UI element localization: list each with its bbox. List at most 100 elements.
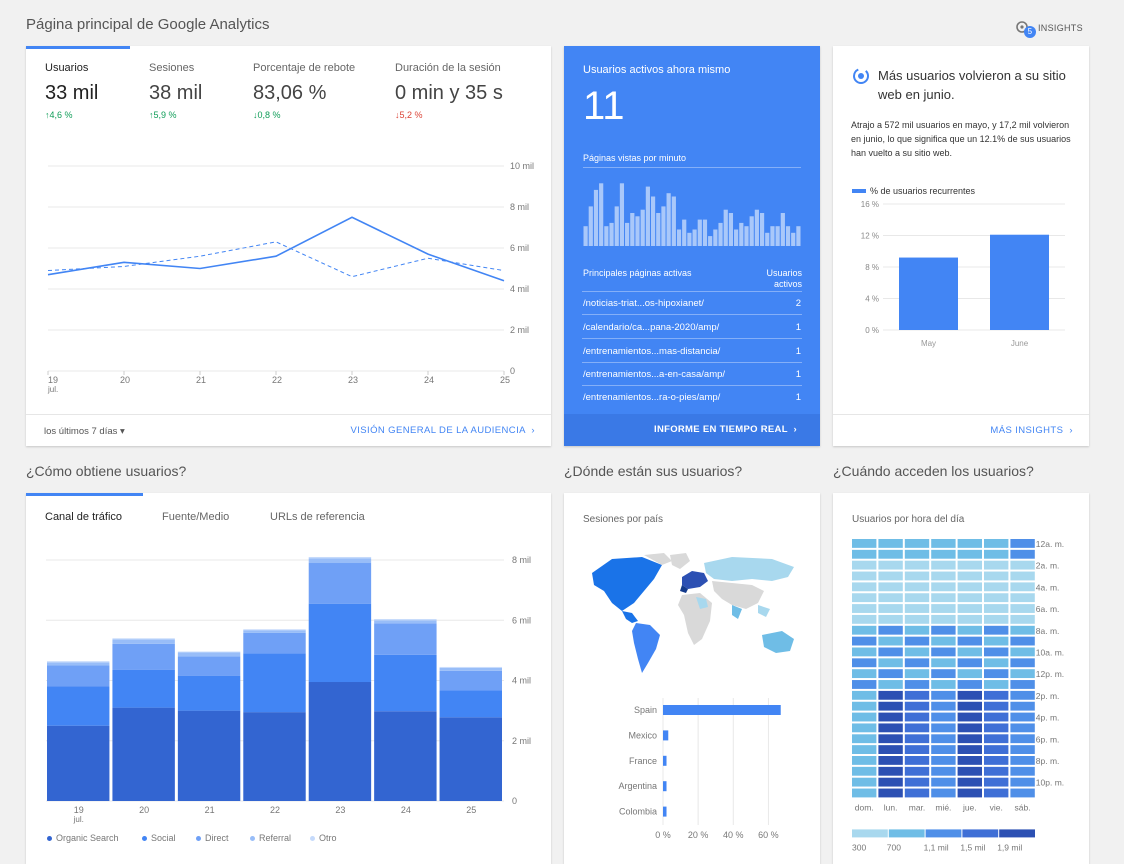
heatmap-cell [1010, 593, 1035, 603]
time-section-title: ¿Cuándo acceden los usuarios? [833, 463, 1034, 479]
heatmap-cell [1010, 647, 1035, 657]
heatmap-cell [1010, 701, 1035, 711]
x-tick-label: 20 % [688, 830, 709, 840]
insight-card: Más usuarios volvieron a su sitio web en… [833, 46, 1089, 446]
stacked-bar-segment [243, 629, 306, 631]
heatmap-cell [878, 658, 903, 668]
metric-bounce-rate[interactable]: Porcentaje de rebote 83,06 % ↓0,8 % [253, 62, 356, 120]
heatmap-cell [984, 701, 1009, 711]
metric-users[interactable]: Usuarios 33 mil ↑4,6 % [45, 62, 99, 120]
legend-social[interactable]: Social [142, 833, 176, 843]
heatmap-cell [852, 539, 877, 548]
realtime-report-link[interactable]: INFORME EN TIEMPO REAL › [654, 424, 797, 435]
pageview-bar [625, 222, 630, 246]
pageview-bar [671, 196, 676, 246]
more-insights-link[interactable]: MÁS INSIGHTS › [990, 425, 1073, 436]
stacked-bar-segment [47, 661, 110, 663]
heatmap-cell [957, 723, 982, 733]
heatmap-cell [852, 549, 877, 559]
y-tick-label: 4 mil [510, 284, 529, 294]
heatmap-cell [931, 539, 956, 548]
country-bar [663, 730, 669, 741]
pageview-bar [796, 226, 801, 246]
stacked-bar-segment [439, 670, 502, 691]
active-users-header: Usuarios activos [766, 268, 802, 289]
active-page-row[interactable]: /entrenamientos...ra-o-pies/amp/1 [583, 392, 801, 403]
heatmap-cell [984, 614, 1009, 624]
stacked-bar-segment [308, 603, 372, 683]
heatmap-cell [1010, 712, 1035, 722]
stacked-bar-segment [47, 686, 110, 726]
heatmap-cell [931, 701, 956, 711]
active-page-row[interactable]: /noticias-triat...os-hipoxianet/2 [582, 292, 802, 315]
heatmap-cell [852, 614, 877, 624]
heatmap-cell [1010, 766, 1035, 776]
heatmap-cell [904, 734, 930, 744]
realtime-title: Usuarios activos ahora mismo [583, 64, 731, 76]
stacked-bar-segment [308, 558, 372, 564]
hour-label: 10p. m. [1036, 778, 1064, 788]
heatmap-cell [904, 669, 930, 679]
insights-button[interactable]: 5 INSIGHTS [1014, 18, 1083, 38]
heatmap-cell [957, 680, 982, 689]
legend-other[interactable]: Otro [310, 833, 337, 843]
world-map[interactable] [582, 551, 804, 676]
heatmap-cell [904, 658, 930, 668]
stacked-bar-segment [243, 630, 306, 633]
heatmap-cell [852, 593, 877, 603]
pageview-bar [609, 222, 614, 246]
pageview-bar [676, 229, 682, 246]
pageview-bar [702, 219, 708, 246]
heatmap-cell [852, 734, 877, 744]
heatmap-cell [931, 734, 956, 744]
heatmap-cell [984, 636, 1009, 646]
pageview-bar [682, 219, 687, 246]
bar [990, 234, 1049, 330]
heatmap-cell [1010, 614, 1035, 624]
active-page-row[interactable]: /calendario/ca...pana-2020/amp/1 [582, 316, 802, 339]
x-tick-label: jul. [47, 385, 58, 394]
metric-sessions[interactable]: Sesiones 38 mil ↑5,9 % [149, 62, 203, 120]
heatmap-cell [931, 560, 956, 570]
active-metric-indicator [26, 46, 130, 49]
metric-session-duration[interactable]: Duración de la sesión 0 min y 35 s ↓5,2 … [395, 62, 503, 120]
stacked-bar-segment [374, 619, 437, 621]
y-tick-label: 4 % [865, 295, 879, 304]
realtime-card: Usuarios activos ahora mismo 11 Páginas … [564, 46, 820, 446]
heatmap-cell [957, 745, 982, 754]
stacked-bar-segment [177, 675, 241, 711]
heatmap-cell [931, 690, 956, 700]
heatmap-cell [957, 604, 982, 613]
tab-source-medium[interactable]: Fuente/Medio [162, 511, 230, 523]
tab-traffic-channel[interactable]: Canal de tráfico [45, 511, 123, 523]
audience-overview-link[interactable]: VISIÓN GENERAL DE LA AUDIENCIA › [350, 425, 535, 436]
pageview-bar [666, 193, 671, 246]
heatmap-cell [878, 756, 903, 765]
heatmap-cell [878, 625, 903, 635]
day-label: jue. [962, 802, 977, 812]
heatmap-cell [904, 756, 930, 765]
heatmap-cell [878, 680, 903, 689]
returning-users-chart: 0 % 4 % 8 % 12 % 16 % May June [861, 200, 1065, 348]
date-range-dropdown[interactable]: los últimos 7 días ▾ [44, 426, 125, 437]
legend-organic-search[interactable]: Organic Search [47, 833, 119, 843]
pageview-bar [614, 206, 619, 246]
country-bar [663, 705, 781, 715]
heatmap-cell [878, 593, 903, 603]
heatmap-cell [931, 788, 956, 798]
legend-direct[interactable]: Direct [196, 833, 229, 843]
heatmap-cell [931, 625, 956, 635]
heatmap-cell [957, 582, 982, 592]
country-label: France [629, 756, 657, 766]
stacked-bar-segment [243, 632, 306, 654]
pageview-bar [661, 206, 666, 246]
active-page-row[interactable]: /entrenamientos...mas-distancia/1 [582, 340, 802, 363]
tab-referral-urls[interactable]: URLs de referencia [270, 511, 365, 523]
heatmap-cell [931, 712, 956, 722]
heatmap-cell [984, 571, 1009, 581]
stacked-bar-segment [112, 639, 175, 644]
stacked-bar-segment [177, 656, 241, 676]
active-page-row[interactable]: /entrenamientos...a-en-casa/amp/1 [582, 363, 802, 386]
legend-referral[interactable]: Referral [250, 833, 291, 843]
heatmap-cell [957, 766, 982, 776]
